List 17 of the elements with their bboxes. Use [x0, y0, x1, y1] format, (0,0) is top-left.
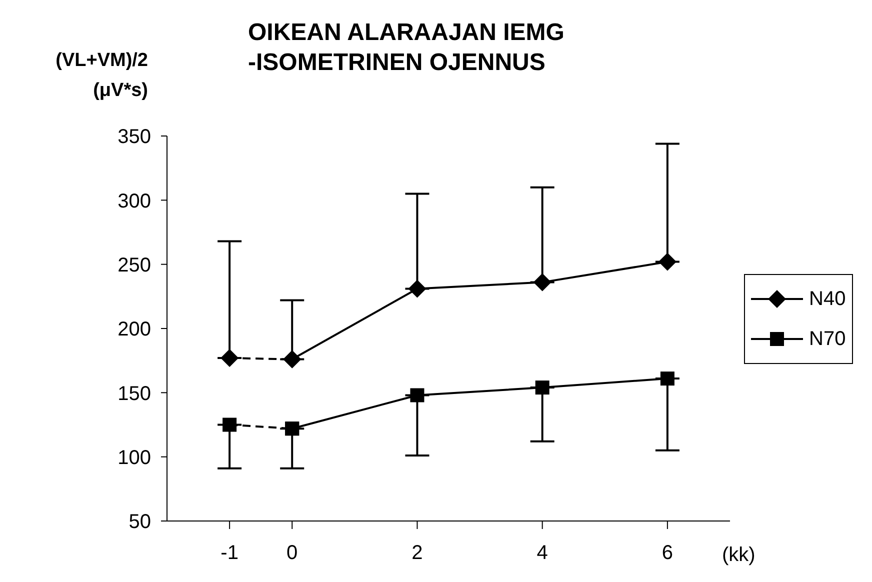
x-tick-label: 6: [662, 542, 674, 564]
y-tick-label: 150: [118, 382, 151, 405]
y-axis-title: (VL+VM)/2 (μV*s): [54, 49, 148, 103]
x-axis-title: (kk): [722, 544, 756, 567]
x-tick-label: 4: [536, 542, 548, 564]
y-tick-label: 250: [118, 254, 151, 276]
legend-label: N40: [809, 288, 846, 310]
legend-label: N70: [809, 328, 846, 350]
y-tick-label: 100: [118, 446, 151, 469]
x-tick-label: -1: [220, 542, 238, 564]
x-tick-label: 2: [412, 542, 423, 564]
y-tick-label: 200: [118, 318, 151, 341]
y-tick-label: 50: [128, 511, 151, 534]
x-tick-label: 0: [286, 542, 298, 564]
y-tick-label: 350: [118, 126, 151, 148]
y-tick-label: 300: [118, 190, 151, 212]
chart-title: OIKEAN ALARAAJAN IEMG -ISOMETRINEN OJENNUS: [248, 18, 566, 78]
